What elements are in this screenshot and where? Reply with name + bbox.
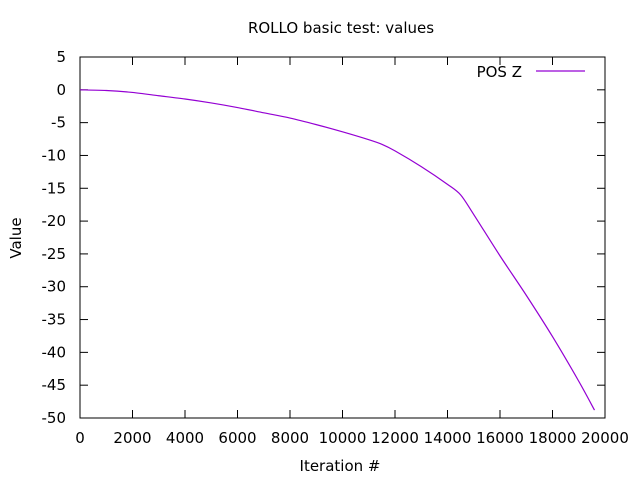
y-axis: 5 0 -5 -10 -15 -20 -25 -30 -35 -40 -45 -50	[42, 48, 605, 427]
x-tick-label: 14000	[424, 429, 472, 447]
x-tick-label: 20000	[581, 429, 629, 447]
series-layer	[79, 89, 596, 411]
x-tick-label: 6000	[218, 429, 256, 447]
series-line-pos-z	[79, 89, 596, 411]
x-tick-label: 0	[75, 429, 85, 447]
x-tick-label: 16000	[476, 429, 524, 447]
y-tick-label: -45	[42, 376, 67, 394]
y-tick-label: -5	[51, 114, 66, 132]
x-tick-label: 12000	[371, 429, 419, 447]
y-tick-label: -15	[42, 179, 67, 197]
y-tick-label: -30	[42, 278, 67, 296]
y-tick-label: 0	[56, 81, 66, 99]
y-tick-label: -35	[42, 311, 67, 329]
y-tick-label: 5	[56, 48, 66, 66]
y-tick-label: -25	[42, 245, 67, 263]
y-tick-label: -10	[42, 146, 67, 164]
y-axis-label: Value	[7, 217, 25, 258]
plot-frame	[79, 56, 606, 419]
x-tick-label: 2000	[113, 429, 151, 447]
y-tick-label: -40	[42, 343, 67, 361]
x-axis-label: Iteration #	[300, 457, 381, 475]
x-tick-label: 18000	[529, 429, 577, 447]
x-tick-label: 4000	[166, 429, 204, 447]
chart-title: ROLLO basic test: values	[248, 19, 434, 37]
y-tick-label: -50	[42, 409, 67, 427]
x-tick-label: 8000	[271, 429, 309, 447]
x-axis: 0 2000 4000 6000 8000 10000 12000 14000 16000 180…	[75, 57, 629, 447]
legend: POS Z	[477, 63, 585, 81]
x-tick-label: 10000	[319, 429, 367, 447]
y-tick-label: -20	[42, 212, 67, 230]
legend-label-pos-z: POS Z	[477, 63, 522, 81]
